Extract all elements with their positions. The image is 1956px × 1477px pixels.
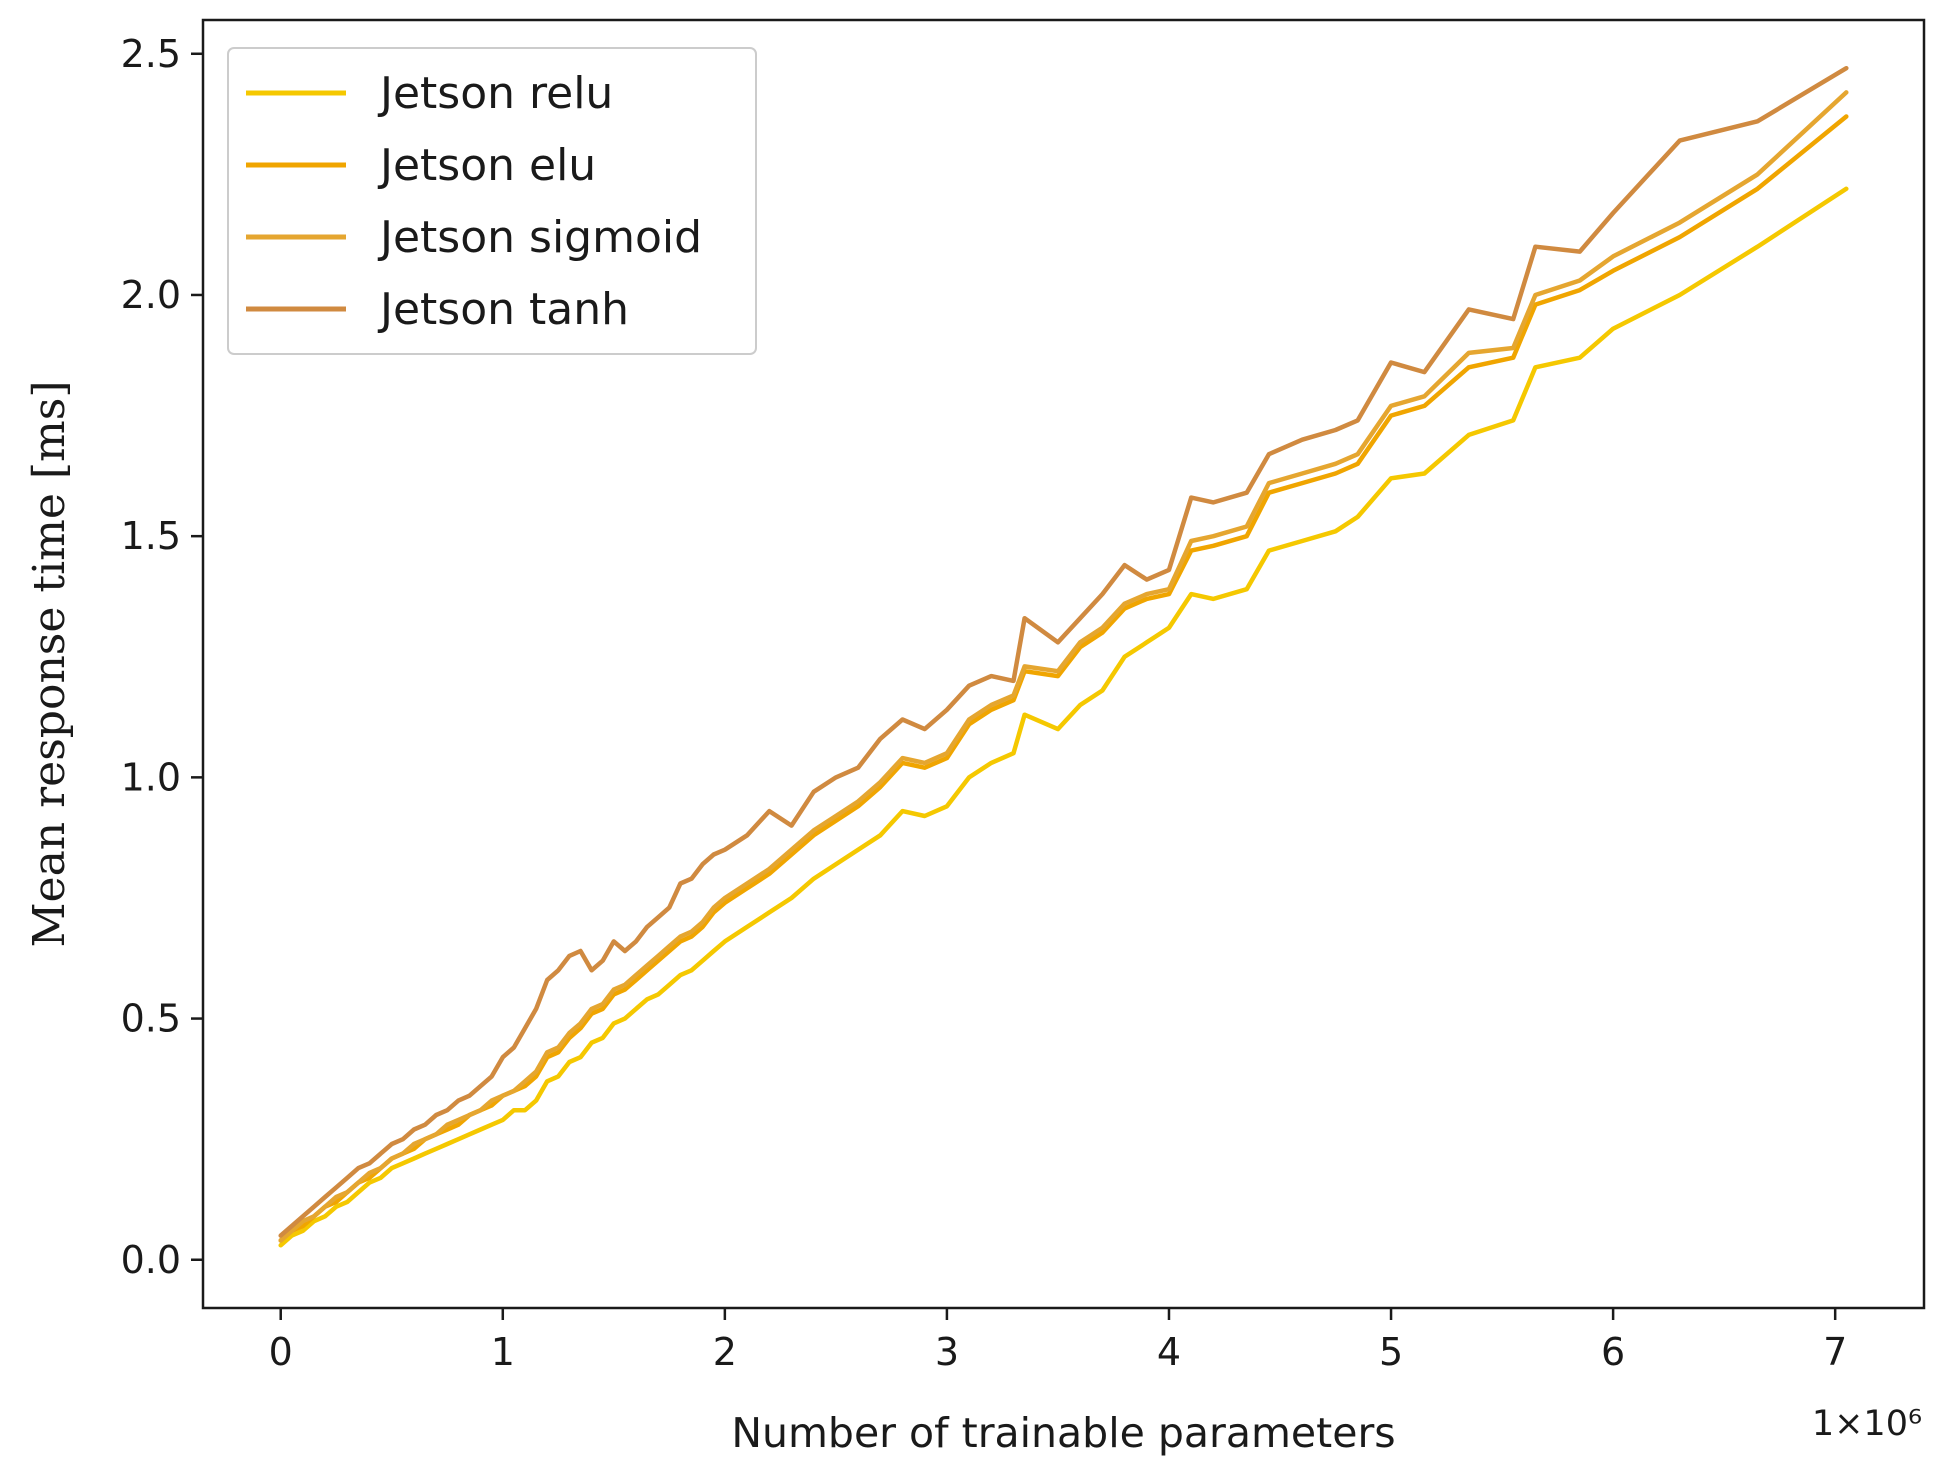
x-tick-label: 6: [1601, 1330, 1625, 1374]
x-tick-label: 2: [713, 1330, 737, 1374]
series-layer: [278, 65, 1849, 1248]
y-tick-label: 0.0: [121, 1238, 181, 1282]
y-tick-label: 2.5: [121, 32, 181, 76]
series-line-4: [278, 65, 1849, 1238]
x-tick-label: 0: [269, 1330, 293, 1374]
legend-label: Jetson relu: [377, 68, 613, 119]
legend: Jetson relu Jetson elu Jetson sigmoid Jetso…: [227, 47, 757, 355]
x-tick-label: 7: [1823, 1330, 1847, 1374]
x-tick-label: 1: [491, 1330, 515, 1374]
x-tick-label: 3: [935, 1330, 959, 1374]
plot-frame: [201, 18, 1926, 1310]
x-axis-offset-label: 1×10⁶: [1812, 1404, 1922, 1444]
y-tick-label: 1.0: [121, 755, 181, 799]
x-tick-label: 5: [1379, 1330, 1403, 1374]
legend-label: Jetson elu: [377, 140, 596, 191]
y-tick-label: 1.5: [121, 514, 181, 558]
y-tick-label: 2.0: [121, 273, 181, 317]
axes-layer: 0 1 2 3 4 5 6 7 0.0 0.5 1.0 1.5 2.0 2.5: [121, 18, 1926, 1374]
series-line-1: [278, 186, 1849, 1248]
x-tick-label: 4: [1157, 1330, 1181, 1374]
legend-label: Jetson tanh: [377, 284, 629, 335]
x-axis-label: Number of trainable parameters: [731, 1409, 1395, 1457]
y-axis-label: Mean response time [ms]: [24, 380, 75, 947]
y-tick-label: 0.5: [121, 997, 181, 1041]
series-line-3: [278, 90, 1849, 1243]
legend-box: [227, 47, 757, 355]
legend-label: Jetson sigmoid: [377, 212, 702, 263]
